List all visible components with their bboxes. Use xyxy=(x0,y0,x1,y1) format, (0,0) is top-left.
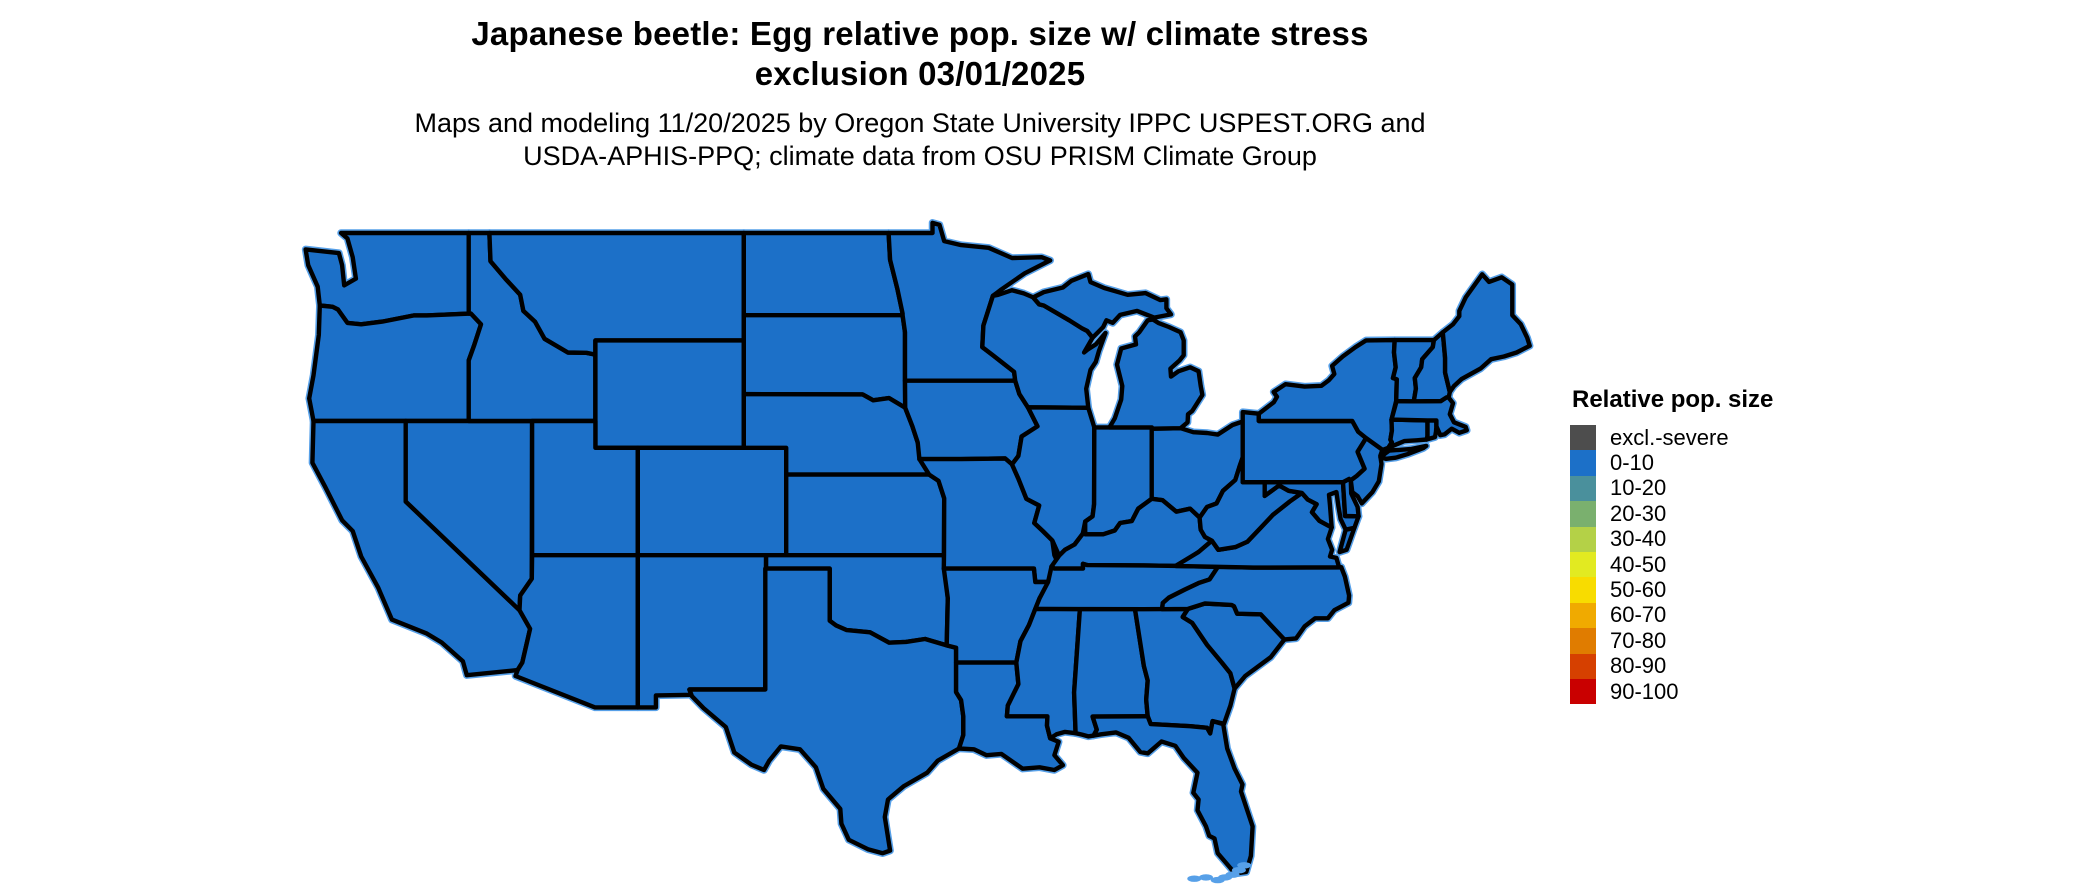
legend-row: 50-60 xyxy=(1570,577,1773,603)
legend-swatch-20-30 xyxy=(1570,501,1596,527)
title-line-1: Japanese beetle: Egg relative pop. size … xyxy=(471,15,1369,52)
state-me xyxy=(1440,272,1532,395)
legend-rows: excl.-severe 0-10 10-20 20-30 30-40 40-50 50-6… xyxy=(1570,424,1773,705)
legend-label: 50-60 xyxy=(1610,577,1667,603)
legend-swatch-excl.-severe xyxy=(1570,425,1596,451)
legend-swatch-10-20 xyxy=(1570,475,1596,502)
legend-swatch-90-100 xyxy=(1570,678,1596,705)
legend-swatch-70-80 xyxy=(1570,628,1596,654)
legend-label: 90-100 xyxy=(1610,678,1679,704)
legend-title: Relative pop. size xyxy=(1572,386,1774,413)
florida-key-islet xyxy=(1199,874,1213,881)
florida-keys xyxy=(1187,862,1252,884)
state-nc xyxy=(1159,563,1352,642)
state-wy xyxy=(593,338,746,450)
state-nd xyxy=(741,230,905,318)
state-md xyxy=(1262,480,1361,532)
state-tx xyxy=(687,566,966,856)
legend-swatch-0-10 xyxy=(1570,450,1596,476)
state-ks xyxy=(784,472,947,558)
legend-row: 60-70 xyxy=(1570,602,1773,629)
state-co xyxy=(635,445,789,558)
legend-row: 40-50 xyxy=(1570,551,1773,578)
subtitle-line-2: USDA-APHIS-PPQ; climate data from OSU PR… xyxy=(523,141,1317,171)
legend-row: excl.-severe xyxy=(1570,424,1773,451)
title-line-2: exclusion 03/01/2025 xyxy=(754,55,1086,92)
legend-row: 30-40 xyxy=(1570,526,1773,552)
florida-key-islet xyxy=(1237,862,1252,869)
figure-header: Japanese beetle: Egg relative pop. size … xyxy=(130,14,1710,173)
state-mi xyxy=(1107,317,1205,431)
legend-swatch-60-70 xyxy=(1570,602,1596,629)
legend-swatch-40-50 xyxy=(1570,551,1596,578)
state-nm xyxy=(635,553,769,710)
legend: Relative pop. size excl.-severe 0-10 10-20… xyxy=(1570,386,1774,705)
page-title: Japanese beetle: Egg relative pop. size … xyxy=(130,14,1710,94)
legend-label: 70-80 xyxy=(1610,627,1667,653)
legend-label: excl.-severe xyxy=(1610,424,1729,450)
subtitle-line-1: Maps and modeling 11/20/2025 by Oregon S… xyxy=(414,108,1426,138)
legend-label: 20-30 xyxy=(1610,500,1667,526)
legend-row: 70-80 xyxy=(1570,627,1773,654)
legend-label: 10-20 xyxy=(1610,475,1667,501)
legend-row: 0-10 xyxy=(1570,450,1773,476)
legend-label: 60-70 xyxy=(1610,602,1667,628)
legend-label: 0-10 xyxy=(1610,450,1655,476)
legend-row: 20-30 xyxy=(1570,500,1773,527)
state-li xyxy=(1378,443,1429,461)
florida-key-islet xyxy=(1231,867,1246,874)
state-mi_up xyxy=(1030,271,1174,340)
state-fl xyxy=(1090,714,1255,876)
legend-row: 10-20 xyxy=(1570,475,1773,502)
florida-key-islet xyxy=(1187,875,1202,882)
legend-swatch-80-90 xyxy=(1570,653,1596,679)
legend-row: 80-90 xyxy=(1570,653,1773,679)
legend-row: 90-100 xyxy=(1570,678,1773,705)
state-or xyxy=(307,303,484,424)
legend-label: 80-90 xyxy=(1610,653,1667,679)
legend-swatch-50-60 xyxy=(1570,577,1596,603)
legend-label: 30-40 xyxy=(1610,526,1667,552)
map-subtitle: Maps and modeling 11/20/2025 by Oregon S… xyxy=(130,107,1710,173)
legend-label: 40-50 xyxy=(1610,551,1667,577)
legend-swatch-30-40 xyxy=(1570,526,1596,552)
states-layer xyxy=(303,220,1532,876)
state-az xyxy=(513,553,640,710)
